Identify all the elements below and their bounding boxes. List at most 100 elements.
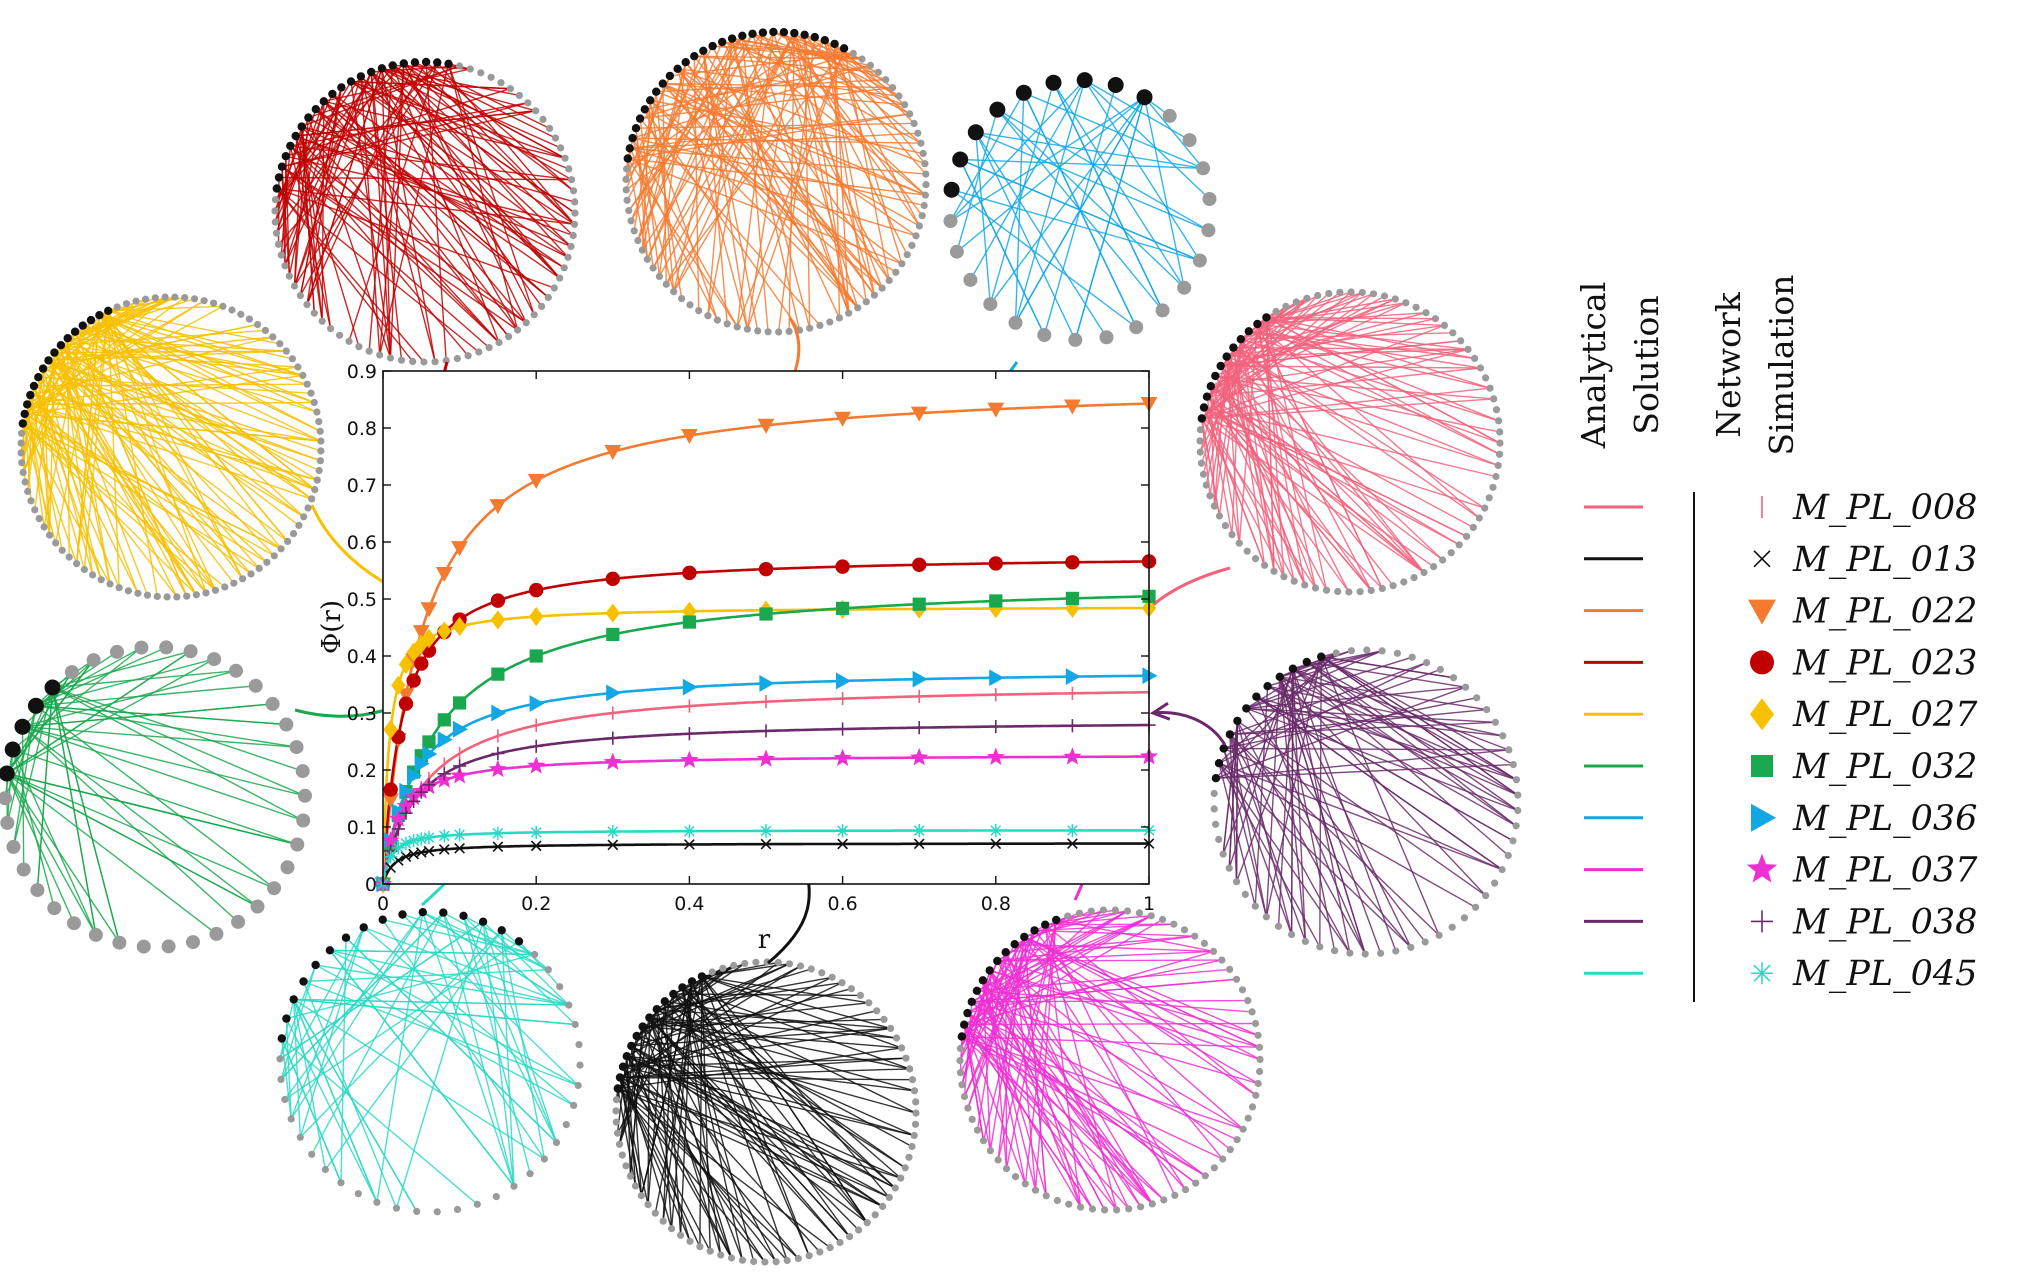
network-edge <box>1005 952 1008 1169</box>
network-node <box>1499 732 1507 740</box>
marker-m-pl-023 <box>529 582 544 598</box>
network-hub-node <box>20 409 29 419</box>
network-node <box>1262 913 1270 921</box>
network-node <box>285 272 293 280</box>
network-hub-node <box>291 131 300 141</box>
network-node <box>1200 939 1208 948</box>
network-edge <box>681 987 755 1262</box>
network-edge <box>640 86 893 120</box>
network-edge <box>392 64 566 159</box>
network-edge <box>281 1038 292 1119</box>
network-node <box>901 1164 909 1172</box>
network-hub-node <box>398 910 407 919</box>
network-node <box>73 560 81 568</box>
network-node <box>1202 481 1210 489</box>
network-edge <box>33 385 316 491</box>
marker-m-pl-032 <box>912 597 926 611</box>
network-node <box>903 251 911 259</box>
marker-m-pl-038 <box>989 719 1003 734</box>
network-hub-node <box>748 29 757 38</box>
marker-m-pl-038 <box>529 739 543 753</box>
network-node <box>544 293 552 301</box>
network-node <box>250 899 265 914</box>
network-edge <box>35 646 167 707</box>
network-node <box>1380 292 1389 300</box>
network-node <box>892 268 900 276</box>
network-node <box>311 486 319 494</box>
network-edge <box>12 647 142 751</box>
network-edge <box>1143 96 1204 169</box>
network-hub-node <box>50 348 59 357</box>
network-edge <box>627 157 903 265</box>
network-edge <box>824 39 926 165</box>
legend-label-m-pl-027: M_PL_027 <box>1792 695 1978 735</box>
network-hub-node <box>0 765 15 782</box>
network-edge <box>681 987 722 1256</box>
network-node <box>912 1109 920 1117</box>
network-node <box>1491 718 1499 726</box>
network-hub-node <box>839 44 849 53</box>
network-node <box>885 276 893 284</box>
network-edge <box>67 337 313 500</box>
marker-m-pl-023 <box>398 696 414 711</box>
network-node <box>569 187 578 195</box>
network-node <box>570 1101 578 1109</box>
network-edge <box>281 166 518 331</box>
network-node <box>40 523 48 531</box>
network-node <box>317 447 325 455</box>
network-hub-node <box>632 1031 641 1041</box>
network-node <box>505 333 513 341</box>
network-node <box>1170 920 1178 928</box>
marker-m-pl-022 <box>910 406 928 422</box>
network-edge <box>22 319 92 473</box>
network-node <box>277 545 285 553</box>
plot-background <box>383 371 1149 884</box>
network-edge <box>630 1045 868 1224</box>
network-edge <box>1220 340 1461 367</box>
marker-m-pl-013 <box>423 845 435 857</box>
network-edge <box>1014 909 1104 945</box>
legend-title-analytical-line1: Analytical <box>1574 282 1613 449</box>
network-node <box>304 504 312 512</box>
network-hub-node <box>311 105 320 114</box>
network-edge <box>701 976 711 1252</box>
network-edge <box>702 50 728 324</box>
network-node <box>1455 541 1463 549</box>
network-edge <box>1229 734 1238 882</box>
marker-m-pl-013 <box>530 840 542 852</box>
network-node <box>1492 472 1500 481</box>
network-node <box>565 165 573 173</box>
network-node <box>717 1251 725 1259</box>
network-node <box>1463 532 1471 541</box>
network-hub-node <box>678 983 687 992</box>
network-node <box>247 570 255 578</box>
network-node <box>1420 568 1428 577</box>
network-node <box>307 389 315 397</box>
network-node <box>308 495 316 503</box>
network-node <box>1254 1031 1262 1039</box>
marker-m-pl-038 <box>407 794 421 808</box>
network-edge <box>48 359 268 563</box>
marker-m-pl-045 <box>759 824 773 838</box>
network-edge <box>52 686 303 772</box>
network-edge <box>664 1000 906 1169</box>
network-edge <box>82 324 308 385</box>
arrow-head <box>1149 702 1171 721</box>
network-edge <box>289 145 527 324</box>
network-edge <box>996 109 1185 289</box>
network-node <box>626 1172 635 1180</box>
network-node <box>898 1044 906 1052</box>
network-edge <box>1226 291 1363 358</box>
network-node <box>964 1104 972 1112</box>
network-edge <box>631 137 675 292</box>
network-edge <box>286 953 535 1020</box>
network-edge <box>1236 720 1366 955</box>
network-edge <box>959 1036 963 1073</box>
network-hub-node <box>1211 774 1221 783</box>
network-node <box>1233 1136 1241 1144</box>
network-node <box>1347 288 1355 296</box>
network-edge <box>280 145 291 256</box>
network-node <box>173 593 181 601</box>
network-edge <box>1265 317 1275 572</box>
network-edge <box>1210 385 1474 529</box>
